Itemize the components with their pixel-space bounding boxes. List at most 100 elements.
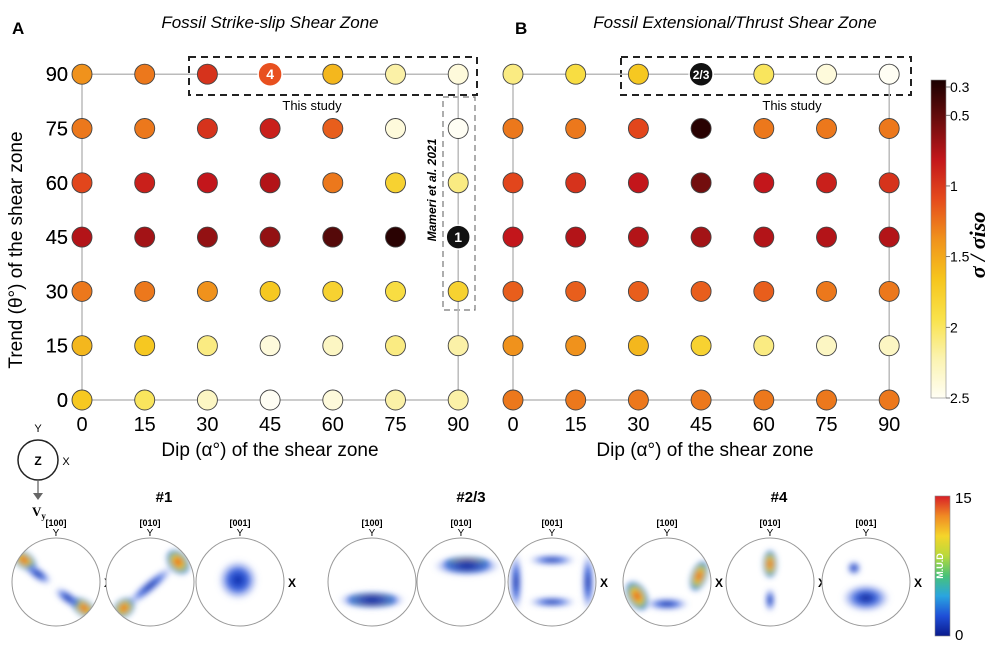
sigma-tick-label: 2.5 xyxy=(950,390,970,406)
pole-figures: #1[100]YX[010]YX[001]YX#2/3[100]YX[010]Y… xyxy=(11,489,922,627)
panel-b-data-point xyxy=(816,118,837,139)
panel-a-data-point xyxy=(322,118,344,139)
panel-b-data-point xyxy=(565,172,587,194)
panel-a-data-point xyxy=(71,118,93,139)
panel-a-data-point xyxy=(196,226,218,248)
panel-a-y-tick-label: 45 xyxy=(46,227,68,249)
panel-a-x-tick-label: 75 xyxy=(384,414,406,436)
pole-figure-outline xyxy=(821,537,911,627)
pole-figure-y-label: Y xyxy=(458,528,465,539)
panel-a-data-point xyxy=(322,389,344,411)
panel-b-data-point xyxy=(753,118,775,139)
panel-a-letter: A xyxy=(12,19,24,38)
mud-colorbar xyxy=(934,495,951,637)
panel-a-x-tick-label: 0 xyxy=(76,414,87,436)
panel-b-data-point xyxy=(878,63,900,85)
density-blob xyxy=(645,598,689,610)
panel-b-data-point xyxy=(690,172,712,194)
panel-a-data-point xyxy=(134,280,156,302)
panel-b-plot: 0 15 30 45 60 75 90 0 15 30 45 60 75 90 2/3 xyxy=(46,61,900,436)
panel-a-x-tick-label: 90 xyxy=(447,414,469,436)
density-blob xyxy=(54,587,82,609)
pole-figure-outline xyxy=(195,537,285,627)
pole-figure-y-label: Y xyxy=(237,528,244,539)
panel-a-data-point xyxy=(385,335,406,357)
mameri-label: Mameri et al. 2021 xyxy=(425,138,439,241)
pole-figure-density xyxy=(510,552,594,612)
panel-b-y-tick-label: 15 xyxy=(46,336,68,358)
density-blob xyxy=(847,561,861,575)
panel-a-data-point xyxy=(71,389,93,411)
panel-b-data-point xyxy=(627,118,649,139)
pole-figure-outline xyxy=(725,537,815,627)
panel-b-data-point xyxy=(816,172,837,194)
panel-a-data-point xyxy=(71,226,93,248)
panel-a-x-tick-label: 45 xyxy=(259,414,281,436)
pole-figure-density xyxy=(433,556,501,576)
pole-figure-x-label: X xyxy=(600,576,608,590)
panel-a-mameri-box xyxy=(442,96,476,311)
panel-a-y-tick-label: 15 xyxy=(46,336,68,358)
mud-tick-max: 15 xyxy=(955,490,972,507)
density-blob xyxy=(625,581,649,611)
density-blob xyxy=(689,560,709,592)
sigma-tick-label: 0.5 xyxy=(950,107,970,123)
panel-b-data-point xyxy=(816,280,837,302)
panel-a-marker-label: 4 xyxy=(266,66,274,82)
pole-figure-density xyxy=(218,560,258,600)
pole-figure-axis-label: [001] xyxy=(855,518,876,528)
pole-figure-y-label: Y xyxy=(53,528,60,539)
panel-a-data-point xyxy=(196,172,218,194)
panel-b-data-point xyxy=(502,172,524,194)
panel-b-data-point xyxy=(565,226,587,248)
pole-figure-background xyxy=(822,538,910,626)
panel-a-data-point xyxy=(259,335,281,357)
panel-b-data-point xyxy=(690,335,712,357)
pole-figure-y-label: Y xyxy=(549,528,556,539)
panel-b-marker-label: 2/3 xyxy=(693,68,710,82)
panel-b-data-point xyxy=(627,335,649,357)
panel-a-data-point xyxy=(259,226,281,248)
pole-figure-y-label: Y xyxy=(767,528,774,539)
pole-figure-axis-label: [001] xyxy=(229,518,250,528)
panel-b-data-point xyxy=(502,280,524,302)
panel-a-data-point xyxy=(322,172,344,194)
panel-b-data-point xyxy=(816,389,837,411)
panel-a-data-point xyxy=(447,118,469,139)
panel-a-x-tick-label: 30 xyxy=(196,414,218,436)
panel-b-data-point xyxy=(690,280,712,302)
velocity-arrow-head xyxy=(33,493,43,500)
panel-a-data-point xyxy=(259,280,281,302)
panel-a-data-point xyxy=(322,63,344,85)
panel-a-data-point xyxy=(196,389,218,411)
mud-colorbar-title: M.U.D xyxy=(935,553,945,579)
panel-a-y-tick-label: 90 xyxy=(46,64,68,86)
panel-b-data-point xyxy=(565,63,587,85)
velocity-label: Vy xyxy=(32,504,46,521)
axis-icon-y: Y xyxy=(34,423,42,435)
panel-a-data-point xyxy=(196,63,218,85)
pole-figure-outline xyxy=(416,537,506,627)
density-blob xyxy=(765,588,775,612)
pole-figure-x-label: X xyxy=(914,576,922,590)
panel-b-data-point xyxy=(753,172,775,194)
panel-b-data-point xyxy=(816,63,837,85)
pole-figure-density xyxy=(625,560,709,611)
pole-figure-y-label: Y xyxy=(664,528,671,539)
panel-a-data-point xyxy=(322,335,344,357)
panel-b-y-tick-label: 75 xyxy=(46,119,68,141)
panel-b-data-point xyxy=(878,389,900,411)
panel-a-data-point xyxy=(385,280,406,302)
panel-b-x-tick-label: 45 xyxy=(690,414,712,436)
panel-b-data-point xyxy=(502,226,524,248)
density-blob xyxy=(528,597,576,607)
pole-figure-outline xyxy=(622,537,712,627)
pole-figure-x-label: X xyxy=(715,576,723,590)
panel-b-data-point xyxy=(690,226,712,248)
panel-a-data-point xyxy=(196,280,218,302)
panel-b-data-point xyxy=(878,172,900,194)
density-blob xyxy=(763,550,777,578)
panel-a-marker-circle xyxy=(257,61,283,87)
pole-figure-axis-label: [010] xyxy=(759,518,780,528)
panel-a-data-point xyxy=(71,63,93,85)
